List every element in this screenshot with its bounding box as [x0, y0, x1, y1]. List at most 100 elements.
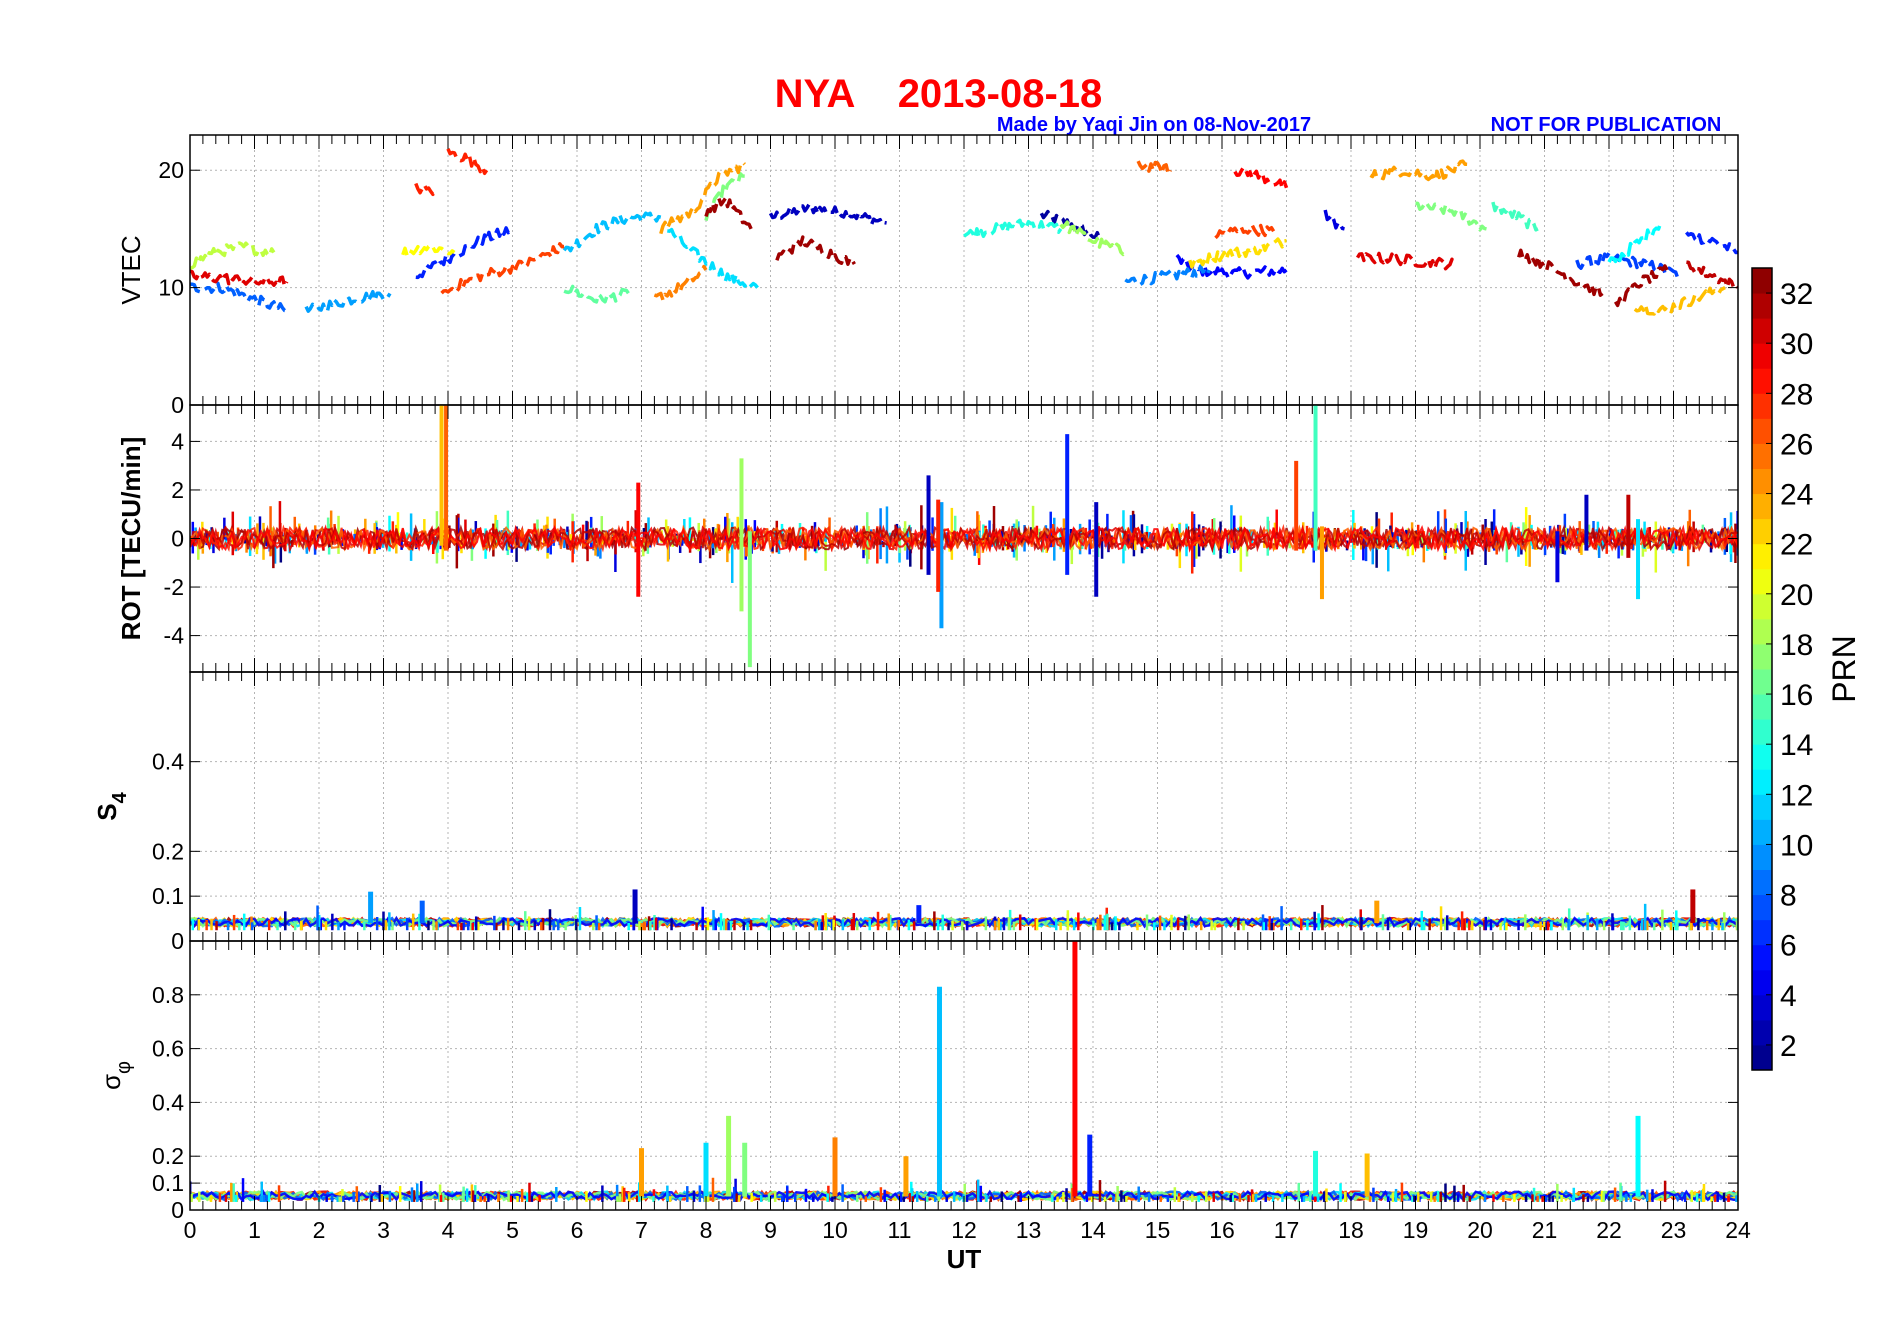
y-tick-label: 10: [158, 275, 184, 301]
vtec-series-prn-6: [415, 226, 513, 280]
y-tick-label: -4: [164, 623, 185, 649]
colorbar-segment: [1752, 643, 1772, 670]
colorbar-segment: [1752, 1019, 1772, 1046]
x-tick-label: 13: [1016, 1217, 1042, 1243]
vtec-series-prn-3: [768, 202, 887, 227]
colorbar-segment: [1752, 318, 1772, 344]
panel-rot: -4 -2 0 2 4 ROT [TECU/min]: [116, 404, 1739, 673]
x-tick-label: 16: [1209, 1217, 1235, 1243]
colorbar-segment: [1752, 443, 1772, 469]
vtec-series-prn-21: [401, 243, 456, 258]
vtec-series-prn-32: [775, 235, 856, 266]
vtec-series-prn-27: [440, 242, 565, 295]
colorbar-segment: [1752, 869, 1772, 896]
vtec-series-prn-18: [1059, 220, 1127, 257]
chart-title-station: NYA: [775, 72, 856, 116]
panel-data-s4: [190, 889, 1738, 931]
vtec-series-prn-10: [304, 289, 392, 313]
y-axis-label-sub: 4: [109, 791, 131, 803]
colorbar-segment: [1752, 618, 1772, 645]
colorbar-tick-label: 30: [1780, 328, 1813, 361]
colorbar-segment: [1752, 493, 1772, 520]
x-tick-label: 1: [248, 1217, 261, 1243]
colorbar-tick-label: 16: [1780, 679, 1813, 712]
s4-trace-prn-5: [190, 915, 1738, 929]
vtec-series-prn-25: [653, 264, 708, 302]
vtec-series-prn-32: [704, 196, 753, 230]
y-axis-label-s4: S4: [92, 791, 131, 820]
x-tick-label: 24: [1725, 1217, 1751, 1243]
vtec-series-prn-16: [563, 284, 631, 304]
vtec-series-prn-27: [1214, 223, 1276, 240]
vtec-series-prn-17: [1415, 200, 1487, 232]
colorbar-tick-label: 22: [1780, 529, 1813, 562]
colorbar-segment: [1752, 393, 1772, 419]
colorbar-segment: [1752, 919, 1772, 946]
x-tick-label: 6: [571, 1217, 584, 1243]
y-tick-label: 4: [171, 428, 184, 454]
x-tick-label: 4: [442, 1217, 455, 1243]
chart-title-date: 2013-08-18: [898, 72, 1103, 116]
y-tick-label: 0: [171, 526, 184, 552]
y-axis-label-s: S: [92, 803, 122, 820]
x-tick-label: 17: [1274, 1217, 1300, 1243]
colorbar-segment: [1752, 543, 1772, 570]
y-axis-label-sigma_phi: σφ: [96, 1061, 135, 1090]
vtec-series-prn-13: [1607, 222, 1663, 264]
colorbar-tick-label: 6: [1780, 930, 1797, 963]
vtec-series-prn-24: [1369, 159, 1468, 183]
y-tick-label: 0.1: [152, 1170, 184, 1196]
panel-s4: 0 0.1 0.2 0.4 S4: [92, 671, 1739, 954]
x-tick-label: 23: [1661, 1217, 1687, 1243]
y-tick-label: 0.4: [152, 1089, 184, 1115]
y-tick-label: 0: [171, 1197, 184, 1223]
vtec-series-prn-14: [962, 218, 1063, 240]
vtec-series-prn-29: [1233, 165, 1289, 190]
panel-data-vtec: [190, 148, 1738, 316]
colorbar-segment: [1752, 894, 1772, 921]
colorbar-segment: [1752, 694, 1772, 720]
y-axis-label-sigma: σ: [96, 1074, 126, 1090]
panel-data-rot: [190, 405, 1738, 668]
x-tick-label: 0: [184, 1217, 197, 1243]
colorbar-segment: [1752, 844, 1772, 870]
vtec-series-prn-4: [1323, 209, 1345, 231]
y-axis-label-vtec: VTEC: [116, 235, 146, 304]
vtec-series-prn-32: [1613, 264, 1669, 308]
colorbar-segment: [1752, 944, 1772, 971]
x-axis-label: UT: [947, 1244, 982, 1274]
colorbar-tick-label: 32: [1780, 278, 1813, 311]
x-tick-label: 7: [635, 1217, 648, 1243]
vtec-series-prn-6: [1685, 231, 1738, 255]
x-tick-label: 12: [951, 1217, 977, 1243]
vtec-series-prn-8: [190, 281, 288, 313]
colorbar-tick-label: 26: [1780, 428, 1813, 461]
colorbar-segment: [1752, 794, 1772, 820]
colorbar-segment: [1752, 518, 1772, 545]
x-tick-label: 15: [1145, 1217, 1171, 1243]
colorbar-tick-label: 20: [1780, 579, 1813, 612]
vtec-series-prn-22: [1188, 237, 1287, 269]
y-tick-label: 0.2: [152, 838, 184, 864]
colorbar-segment: [1752, 268, 1772, 294]
x-tick-label: 8: [700, 1217, 713, 1243]
colorbar-segment: [1752, 669, 1772, 695]
colorbar-tick-label: 10: [1780, 829, 1813, 862]
colorbar-tick-label: 28: [1780, 378, 1813, 411]
colorbar-tick-label: 24: [1780, 479, 1813, 512]
colorbar-segment: [1752, 368, 1772, 394]
vtec-series-prn-19: [190, 241, 276, 271]
y-tick-label: -2: [164, 574, 184, 600]
colorbar-tick-label: 2: [1780, 1030, 1797, 1063]
x-tick-label: 22: [1596, 1217, 1622, 1243]
colorbar-tick-label: 14: [1780, 729, 1813, 762]
vtec-series-prn-26: [1136, 160, 1172, 176]
y-tick-label: 0.8: [152, 982, 184, 1008]
credit-made-by: Made by Yaqi Jin on 08-Nov-2017: [997, 114, 1311, 136]
colorbar-segment: [1752, 468, 1772, 495]
